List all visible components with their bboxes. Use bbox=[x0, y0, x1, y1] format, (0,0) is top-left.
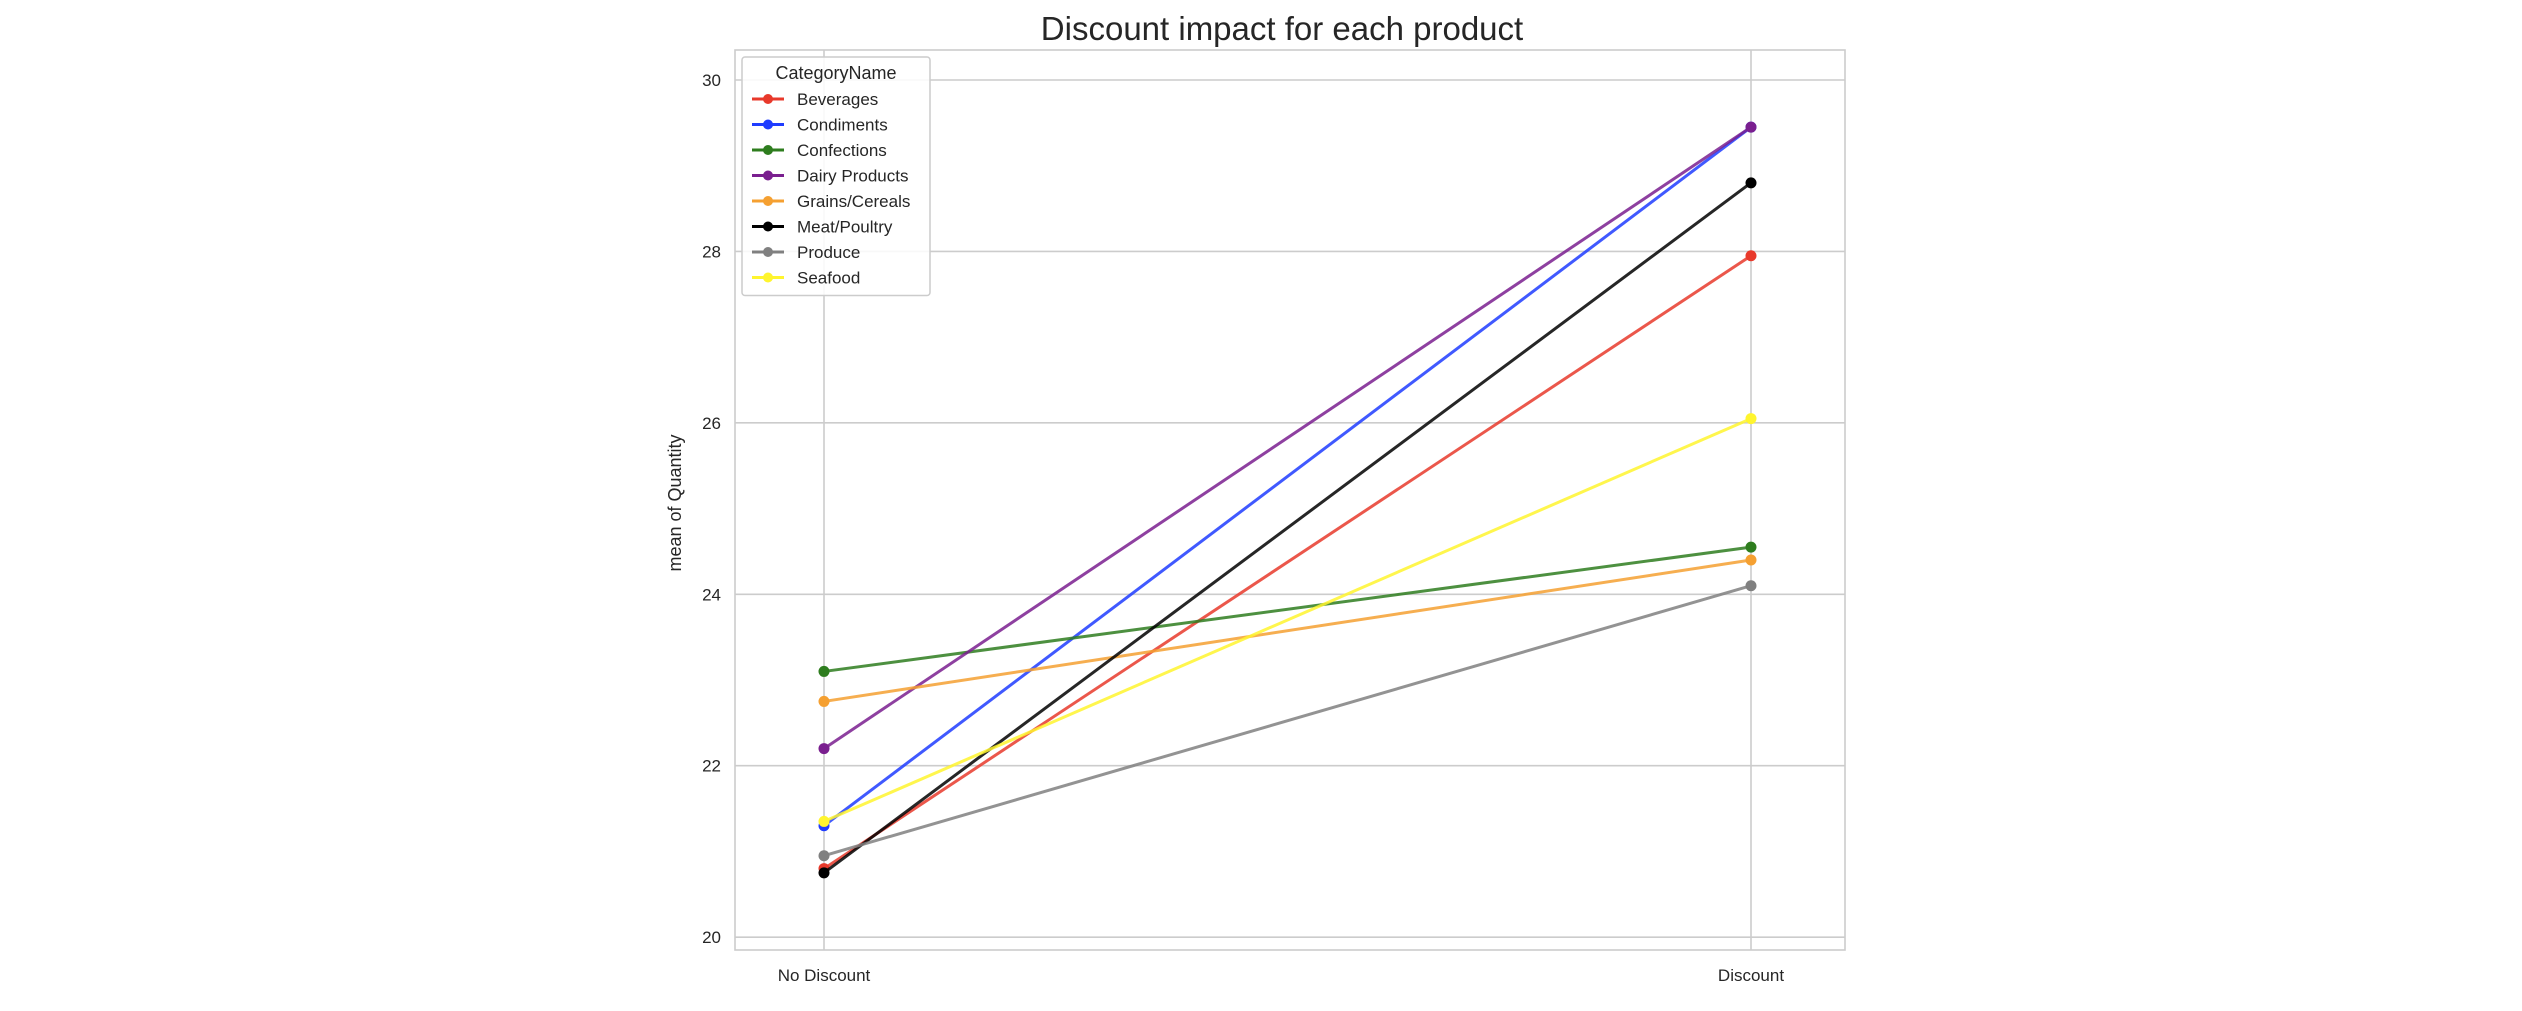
series-line bbox=[823, 125, 1752, 750]
series-line bbox=[823, 558, 1752, 703]
chart-title: Discount impact for each product bbox=[1041, 10, 1523, 47]
legend-label: Grains/Cereals bbox=[797, 192, 910, 211]
legend-marker bbox=[763, 247, 773, 257]
legend-label: Dairy Products bbox=[797, 167, 908, 186]
data-point bbox=[818, 665, 830, 677]
legend-marker bbox=[763, 119, 773, 130]
data-point bbox=[1745, 541, 1757, 553]
series-line bbox=[823, 584, 1752, 858]
legend-item: Grains/Cereals bbox=[752, 192, 910, 211]
legend-marker bbox=[763, 221, 773, 232]
data-point bbox=[818, 850, 830, 862]
data-point bbox=[1745, 413, 1757, 425]
series-line bbox=[823, 545, 1752, 673]
series-group bbox=[818, 121, 1757, 879]
series-confections bbox=[818, 541, 1757, 677]
legend-label: Seafood bbox=[797, 269, 860, 288]
legend-marker bbox=[763, 196, 773, 206]
legend-item: Meat/Poultry bbox=[752, 218, 893, 237]
legend-marker bbox=[763, 272, 773, 283]
y-tick-label: 28 bbox=[702, 242, 721, 261]
data-point bbox=[818, 695, 830, 707]
legend-marker bbox=[763, 145, 773, 155]
y-tick-label: 30 bbox=[702, 71, 721, 90]
series-grains-cereals bbox=[818, 554, 1757, 707]
plot-area bbox=[734, 49, 1846, 951]
legend-label: Condiments bbox=[797, 116, 888, 135]
series-dairy-products bbox=[818, 121, 1757, 755]
series-line bbox=[823, 125, 1752, 827]
data-point bbox=[818, 867, 830, 879]
data-point bbox=[1745, 121, 1757, 133]
legend-item: Beverages bbox=[752, 90, 878, 109]
legend-label: Meat/Poultry bbox=[797, 218, 893, 237]
y-tick-label: 26 bbox=[702, 414, 721, 433]
y-tick-label: 20 bbox=[702, 928, 721, 947]
legend-label: Produce bbox=[797, 243, 860, 262]
series-line bbox=[823, 417, 1752, 823]
x-tick-label: No Discount bbox=[778, 966, 871, 985]
legend-marker bbox=[763, 170, 773, 181]
series-beverages bbox=[818, 250, 1757, 875]
legend-label: Confections bbox=[797, 141, 887, 160]
data-point bbox=[1745, 580, 1757, 592]
tick-labels: 20 22 24 26 28 30 No Discount Discount bbox=[702, 71, 1784, 985]
y-axis-label: mean of Quantity bbox=[665, 434, 685, 571]
legend-item: Dairy Products bbox=[752, 167, 908, 186]
legend-title: CategoryName bbox=[775, 63, 896, 83]
x-tick-label: Discount bbox=[1718, 966, 1784, 985]
data-point bbox=[1745, 177, 1757, 189]
series-line bbox=[823, 254, 1752, 870]
data-point bbox=[818, 743, 830, 755]
y-tick-label: 22 bbox=[702, 757, 721, 776]
series-meat-poultry bbox=[818, 177, 1757, 879]
y-tick-label: 24 bbox=[702, 585, 721, 604]
legend-marker bbox=[763, 94, 773, 104]
legend-item: Confections bbox=[752, 141, 887, 160]
series-seafood bbox=[818, 413, 1757, 827]
data-point bbox=[1745, 250, 1757, 262]
legend-box bbox=[741, 56, 931, 297]
data-point bbox=[818, 815, 830, 827]
series-line bbox=[823, 181, 1752, 875]
series-produce bbox=[818, 580, 1757, 862]
legend-item: Seafood bbox=[752, 269, 860, 288]
data-point bbox=[1745, 554, 1757, 566]
legend-item: Condiments bbox=[752, 116, 888, 135]
legend-label: Beverages bbox=[797, 90, 878, 109]
legend-item: Produce bbox=[752, 243, 860, 262]
legend: CategoryName Beverages Condiments Confecti… bbox=[741, 56, 931, 297]
